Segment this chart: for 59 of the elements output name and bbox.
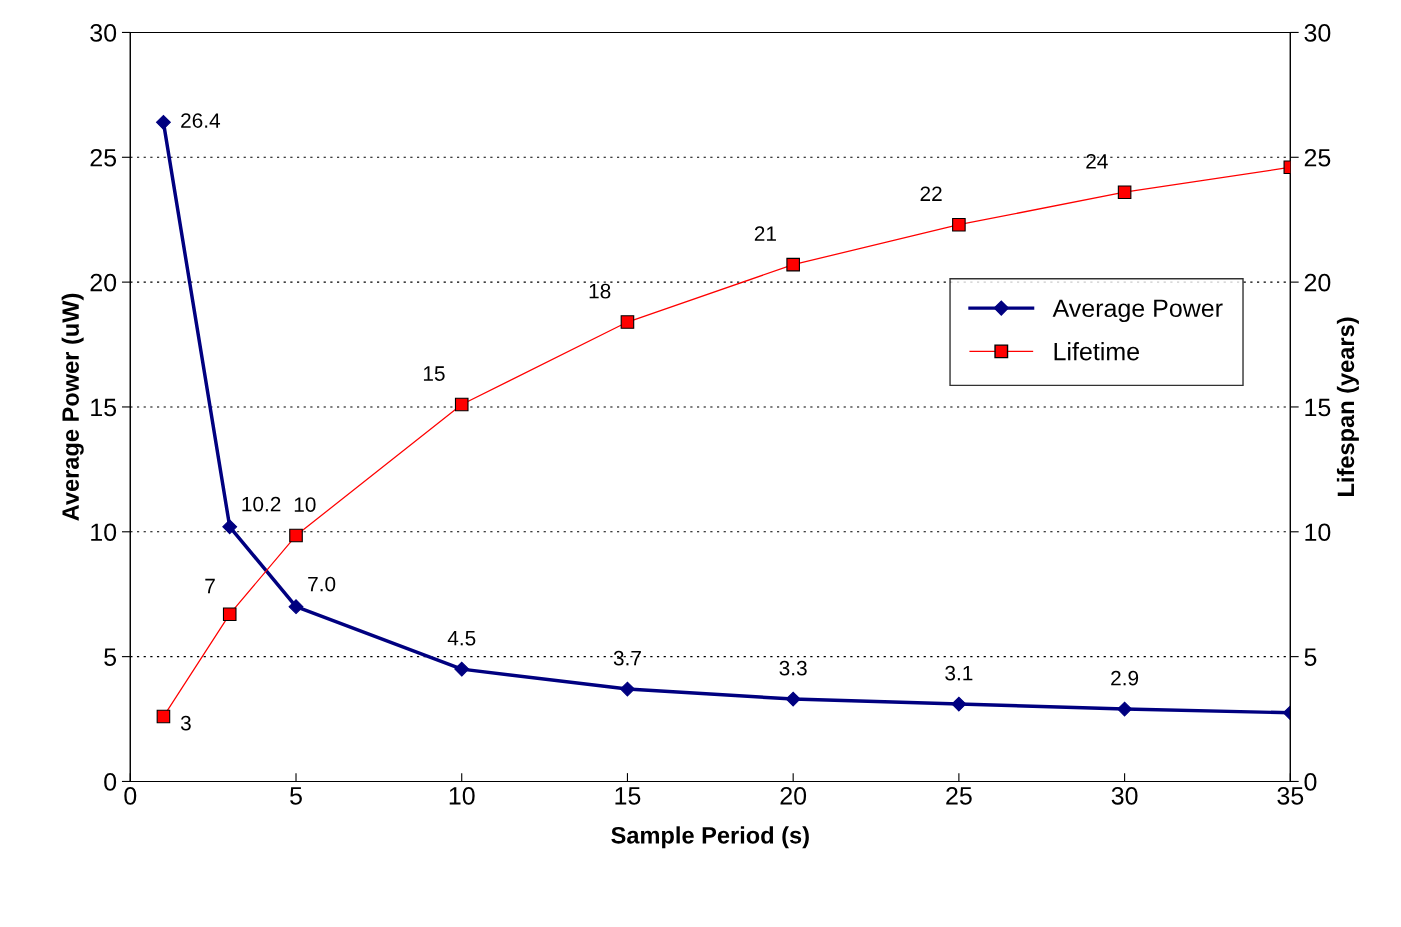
point	[786, 257, 800, 272]
point	[620, 315, 635, 329]
point	[288, 599, 304, 615]
y-tick-label: 15	[91, 398, 117, 417]
x-tick-label: 30	[1111, 786, 1138, 805]
y2-tick-label: 0	[1304, 773, 1317, 791]
data-label: 10.2	[242, 496, 281, 512]
data-label: 3	[180, 715, 191, 731]
point	[454, 397, 469, 412]
point	[454, 661, 470, 677]
y-tick-label: 5	[104, 648, 117, 666]
data-label: 24	[1086, 153, 1108, 169]
y-tick-label: 20	[90, 273, 117, 292]
data-label: 3.1	[945, 665, 973, 681]
y-tick-label: 25	[90, 148, 117, 167]
x-tick-label: 25	[946, 786, 972, 805]
x-tick-label: 20	[780, 786, 807, 805]
y2-tick-label: 10	[1305, 523, 1331, 542]
y-tick-label: 30	[90, 24, 117, 42]
legend-label: Average Power	[1052, 299, 1223, 323]
point	[156, 114, 171, 130]
point	[952, 217, 966, 232]
data-label: 15	[423, 366, 445, 381]
x-axis-title: Sample Period (s)	[611, 826, 809, 849]
point	[785, 691, 801, 707]
y2-tick-label: 20	[1304, 273, 1331, 292]
data-label: 26.4	[181, 113, 221, 128]
y2-tick-label: 30	[1304, 24, 1331, 42]
point	[1117, 701, 1133, 717]
point	[620, 681, 635, 697]
y2-axis-title: Lifespan (years)	[1336, 317, 1359, 496]
y-tick-label: 10	[91, 523, 117, 542]
data-label: 3.7	[613, 650, 641, 666]
data-label: 7.0	[308, 576, 336, 592]
point	[289, 528, 303, 543]
y-axis-title: Average Power (uW)	[61, 293, 84, 521]
legend-label: Lifetime	[1054, 342, 1139, 361]
data-label: 22	[920, 186, 942, 201]
x-tick-label: 10	[449, 786, 475, 805]
point	[1117, 185, 1132, 200]
data-label: 7	[205, 578, 215, 594]
y2-tick-label: 5	[1304, 648, 1317, 666]
y-tick-label: 0	[104, 773, 117, 791]
point	[951, 696, 967, 712]
x-tick-label: 15	[615, 787, 641, 805]
data-label: 18	[589, 283, 611, 299]
point	[156, 709, 171, 724]
x-tick-label: 0	[124, 786, 137, 805]
y2-tick-label: 25	[1304, 148, 1331, 167]
y2-tick-label: 15	[1305, 398, 1331, 417]
data-label: 21	[754, 226, 776, 241]
data-label: 10	[294, 497, 316, 512]
data-label: 3.3	[779, 660, 807, 676]
data-label: 2.9	[1111, 670, 1139, 686]
data-label: 4.5	[447, 631, 476, 646]
point	[222, 519, 238, 535]
x-tick-label: 5	[290, 787, 302, 805]
point	[222, 607, 237, 621]
x-tick-label: 35	[1277, 786, 1304, 805]
